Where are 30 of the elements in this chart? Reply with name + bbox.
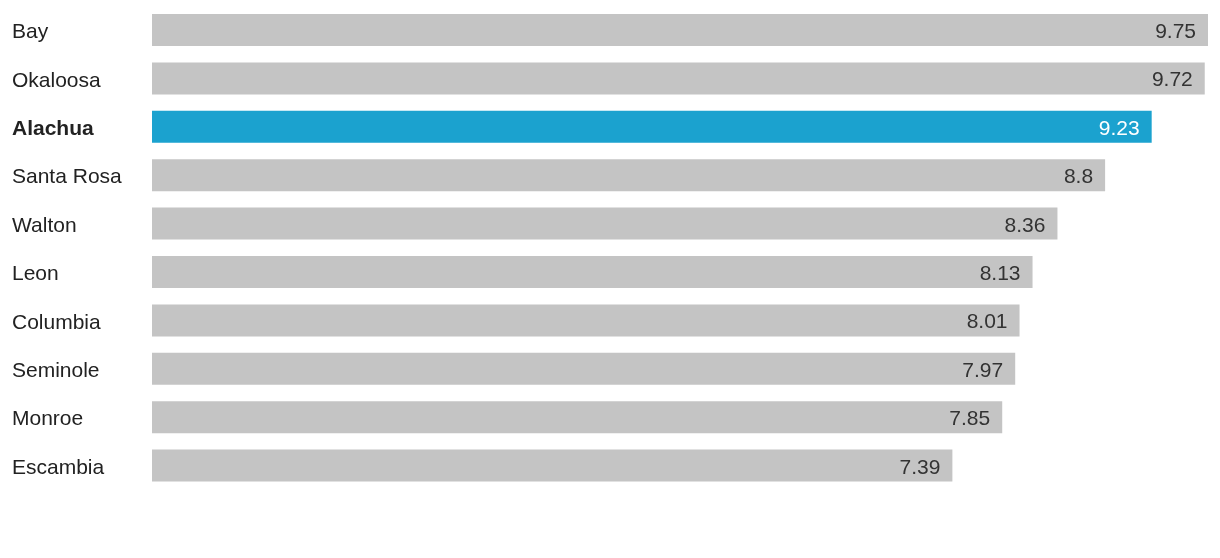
data-label: 7.39 bbox=[899, 454, 941, 478]
bar bbox=[152, 110, 1152, 143]
y-tick-label: Columbia bbox=[12, 309, 102, 333]
data-label: 8.36 bbox=[1004, 212, 1046, 236]
y-tick-label: Monroe bbox=[12, 406, 84, 430]
bar bbox=[152, 159, 1106, 192]
data-label: 9.75 bbox=[1155, 19, 1196, 42]
bar bbox=[152, 256, 1033, 288]
data-label: 7.97 bbox=[962, 357, 1004, 381]
y-tick-label: Seminole bbox=[12, 358, 100, 381]
bar bbox=[152, 207, 1058, 240]
bar bbox=[152, 304, 1020, 337]
bar bbox=[152, 62, 1205, 95]
data-label: 9.23 bbox=[1098, 115, 1140, 139]
bar bbox=[152, 14, 1208, 46]
data-label: 9.72 bbox=[1151, 67, 1193, 91]
y-tick-label: Okaloosa bbox=[12, 67, 102, 91]
bar bbox=[152, 352, 1016, 385]
data-label: 8.8 bbox=[1063, 164, 1094, 188]
data-label: 7.85 bbox=[949, 406, 991, 430]
bar bbox=[152, 401, 1003, 434]
y-tick-label: Santa Rosa bbox=[12, 164, 123, 188]
data-label: 8.13 bbox=[979, 261, 1021, 284]
y-tick-label: Leon bbox=[12, 261, 59, 285]
y-tick-label: Walton bbox=[12, 212, 77, 236]
data-label: 8.01 bbox=[966, 309, 1008, 333]
y-tick-label: Alachua bbox=[12, 116, 95, 139]
y-tick-label: Bay bbox=[12, 19, 49, 43]
y-tick-label: Escambia bbox=[12, 454, 105, 478]
bar bbox=[152, 449, 953, 482]
